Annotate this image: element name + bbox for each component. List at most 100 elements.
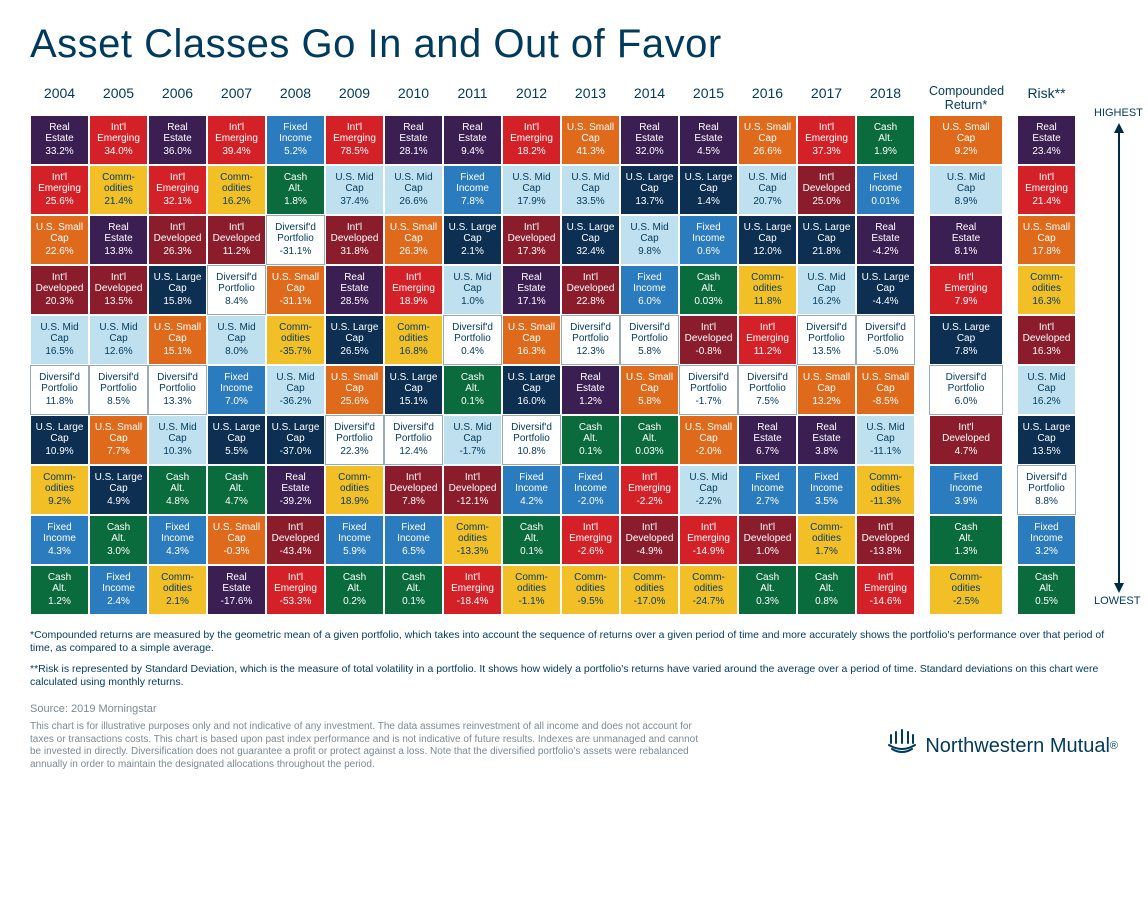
- cell-label: FixedIncome: [102, 572, 135, 595]
- cell-label: Int'lDeveloped: [942, 422, 990, 445]
- cell-value: 1.9%: [874, 146, 897, 158]
- highest-lowest-axis: HIGHEST LOWEST: [1094, 85, 1148, 585]
- quilt-cell: Comm-odities-2.5%: [929, 565, 1003, 615]
- cell-value: 23.4%: [1032, 146, 1060, 158]
- quilt-row: Int'lDeveloped20.3%Int'lDeveloped13.5%U.…: [30, 265, 1118, 315]
- cell-label: Diversif'dPortfolio: [98, 372, 139, 395]
- cell-value: 7.8%: [461, 196, 484, 208]
- cell-value: 13.8%: [104, 246, 132, 258]
- quilt-cell: FixedIncome5.2%: [266, 115, 325, 165]
- quilt-cell: RealEstate28.5%: [325, 265, 384, 315]
- cell-value: -13.3%: [457, 546, 489, 558]
- quilt-cell: Diversif'dPortfolio5.8%: [620, 315, 679, 365]
- cell-value: 0.6%: [697, 246, 720, 258]
- quilt-cell: U.S. SmallCap41.3%: [561, 115, 620, 165]
- quilt-cell: U.S. SmallCap7.7%: [89, 415, 148, 465]
- cell-label: Diversif'dPortfolio: [216, 272, 257, 295]
- quilt-row: CashAlt.1.2%FixedIncome2.4%Comm-odities2…: [30, 565, 1118, 615]
- quilt-cell: CashAlt.0.03%: [620, 415, 679, 465]
- quilt-cell: Diversif'dPortfolio0.4%: [443, 315, 502, 365]
- cell-label: U.S. SmallCap: [862, 372, 909, 395]
- year-header: 2009: [325, 85, 384, 115]
- cell-label: U.S. SmallCap: [36, 222, 83, 245]
- cell-label: Int'lEmerging: [687, 522, 730, 545]
- cell-value: 0.2%: [343, 596, 366, 608]
- cell-label: U.S. LargeCap: [862, 272, 910, 295]
- cell-value: 3.8%: [815, 446, 838, 458]
- cell-label: Int'lDeveloped: [449, 472, 497, 495]
- quilt-cell: U.S. SmallCap17.8%: [1017, 215, 1076, 265]
- quilt-cell: Comm-odities1.7%: [797, 515, 856, 565]
- cell-label: U.S. LargeCap: [272, 422, 320, 445]
- cell-label: U.S. LargeCap: [36, 422, 84, 445]
- quilt-cell: Diversif'dPortfolio7.5%: [738, 365, 797, 415]
- cell-label: RealEstate: [812, 422, 840, 445]
- quilt-cell: Int'lEmerging11.2%: [738, 315, 797, 365]
- cell-value: 12.0%: [753, 246, 781, 258]
- cell-label: CashAlt.: [954, 522, 977, 545]
- quilt-cell: Comm-odities21.4%: [89, 165, 148, 215]
- quilt-cell: FixedIncome4.3%: [30, 515, 89, 565]
- cell-value: 4.2%: [520, 496, 543, 508]
- cell-value: 0.4%: [461, 346, 484, 358]
- quilt-cell: RealEstate3.8%: [797, 415, 856, 465]
- cell-label: Diversif'dPortfolio: [39, 372, 80, 395]
- cell-value: -37.0%: [280, 446, 312, 458]
- quilt-cell: FixedIncome5.9%: [325, 515, 384, 565]
- cell-value: 16.0%: [517, 396, 545, 408]
- cell-value: 2.7%: [756, 496, 779, 508]
- quilt-cell: Comm-odities2.1%: [148, 565, 207, 615]
- cell-label: Int'lDeveloped: [626, 522, 674, 545]
- cell-value: -11.3%: [870, 496, 901, 508]
- cell-value: 15.1%: [399, 396, 427, 408]
- cell-value: 26.6%: [753, 146, 781, 158]
- quilt-cell: Int'lDeveloped-13.8%: [856, 515, 915, 565]
- lowest-label: LOWEST: [1094, 595, 1140, 607]
- page-title: Asset Classes Go In and Out of Favor: [30, 22, 1118, 67]
- cell-label: U.S. SmallCap: [685, 422, 732, 445]
- cell-value: 13.5%: [104, 296, 132, 308]
- cell-label: U.S. MidCap: [866, 422, 904, 445]
- year-header: 2016: [738, 85, 797, 115]
- quilt-cell: Int'lEmerging-2.6%: [561, 515, 620, 565]
- cell-label: RealEstate: [399, 122, 427, 145]
- cell-value: -0.8%: [695, 346, 721, 358]
- cell-value: 11.2%: [754, 346, 782, 358]
- cell-label: Comm-odities: [279, 322, 312, 345]
- quilt-cell: Diversif'dPortfolio6.0%: [929, 365, 1003, 415]
- cell-value: 8.9%: [955, 196, 978, 208]
- cell-value: -31.1%: [280, 296, 312, 308]
- cell-label: FixedIncome: [574, 472, 607, 495]
- quilt-cell: U.S. MidCap8.0%: [207, 315, 266, 365]
- quilt-cell: U.S. LargeCap-4.4%: [856, 265, 915, 315]
- cell-label: FixedIncome: [869, 172, 902, 195]
- cell-value: -2.0%: [577, 496, 603, 508]
- cell-label: Int'lEmerging: [746, 322, 789, 345]
- quilt-cell: Diversif'dPortfolio10.8%: [502, 415, 561, 465]
- quilt-cell: U.S. SmallCap16.3%: [502, 315, 561, 365]
- cell-value: 32.1%: [163, 196, 191, 208]
- quilt-chart: 2004200520062007200820092010201120122013…: [30, 85, 1118, 615]
- cell-value: 4.9%: [107, 496, 130, 508]
- quilt-cell: Diversif'dPortfolio8.8%: [1017, 465, 1076, 515]
- cell-label: Comm-odities: [397, 322, 430, 345]
- cell-label: U.S. MidCap: [512, 172, 550, 195]
- cell-label: U.S. LargeCap: [626, 172, 674, 195]
- cell-label: U.S. LargeCap: [567, 222, 615, 245]
- cell-value: -24.7%: [693, 596, 725, 608]
- quilt-cell: Diversif'dPortfolio13.5%: [797, 315, 856, 365]
- quilt-row: Int'lEmerging25.6%Comm-odities21.4%Int'l…: [30, 165, 1118, 215]
- quilt-cell: U.S. MidCap20.7%: [738, 165, 797, 215]
- cell-label: Comm-odities: [810, 522, 843, 545]
- quilt-cell: CashAlt.0.3%: [738, 565, 797, 615]
- quilt-cell: U.S. SmallCap22.6%: [30, 215, 89, 265]
- quilt-cell: U.S. LargeCap26.5%: [325, 315, 384, 365]
- cell-label: Comm-odities: [456, 522, 489, 545]
- footnote-2: **Risk is represented by Standard Deviat…: [30, 663, 1118, 689]
- quilt-cell: U.S. MidCap16.2%: [1017, 365, 1076, 415]
- quilt-cell: Int'lEmerging-2.2%: [620, 465, 679, 515]
- cell-label: U.S. LargeCap: [685, 172, 733, 195]
- quilt-cell: FixedIncome4.3%: [148, 515, 207, 565]
- cell-label: FixedIncome: [456, 172, 489, 195]
- quilt-cell: CashAlt.0.8%: [797, 565, 856, 615]
